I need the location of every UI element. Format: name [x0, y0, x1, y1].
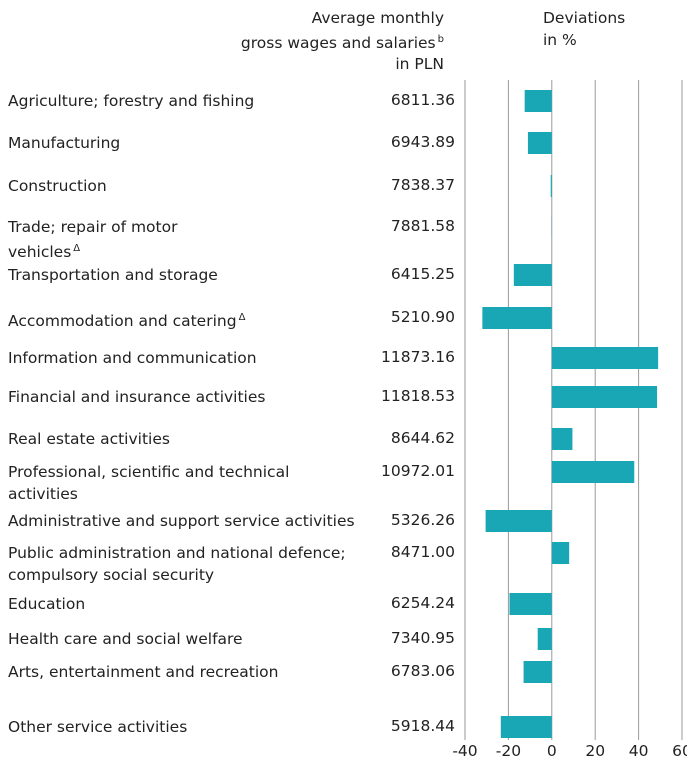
bar	[551, 461, 635, 483]
category-text: Administrative and support service activ…	[8, 512, 355, 530]
value-header: Deviations in %	[543, 9, 626, 49]
category-text: Agriculture; forestry and fishing	[8, 92, 255, 110]
bar	[537, 628, 552, 650]
bar	[551, 386, 658, 408]
wage-value: 11873.16	[381, 348, 455, 366]
column-header-text: Average monthly gross wages and salaries	[240, 9, 444, 52]
bar	[509, 593, 552, 615]
category-label: Health care and social welfare	[8, 628, 398, 650]
wage-value: 7340.95	[390, 629, 455, 647]
category-text: Arts, entertainment and recreation	[8, 663, 279, 681]
wage-value: 11818.53	[381, 387, 455, 405]
category-text: Transportation and storage	[8, 266, 218, 284]
x-tick-label: 0	[547, 742, 557, 760]
x-tick-label: -20	[496, 742, 521, 760]
footnote-mark: Δ	[73, 243, 81, 254]
category-text: Construction	[8, 177, 107, 195]
wage-value: 7838.37	[390, 176, 455, 194]
category-label: Agriculture; forestry and fishing	[8, 90, 398, 112]
x-tick-label: 60	[672, 742, 687, 760]
bar	[550, 175, 552, 197]
bar	[527, 132, 552, 154]
bar	[523, 661, 552, 683]
category-text: Education	[8, 595, 86, 613]
wage-value: 6415.25	[390, 265, 455, 283]
wage-value: 8644.62	[390, 429, 455, 447]
category-label: Professional, scientific and technical a…	[8, 461, 398, 505]
category-label: Transportation and storage	[8, 264, 398, 286]
bar	[551, 428, 573, 450]
wage-value: 8471.00	[390, 543, 455, 561]
category-label: Real estate activities	[8, 428, 398, 450]
category-text: Health care and social welfare	[8, 630, 243, 648]
category-label: Manufacturing	[8, 132, 398, 154]
category-text: Real estate activities	[8, 430, 170, 448]
bar	[551, 542, 570, 564]
x-tick-label: 40	[629, 742, 649, 760]
category-label: Public administration and national defen…	[8, 542, 398, 586]
category-label: Education	[8, 593, 398, 615]
bar	[524, 90, 552, 112]
category-label: Accommodation and catering Δ	[8, 307, 398, 332]
wage-value: 6783.06	[390, 662, 455, 680]
footnote-mark: Δ	[238, 312, 246, 323]
wage-value: 5326.26	[390, 511, 455, 529]
bar	[513, 264, 552, 286]
category-text: Trade; repair of motor vehicles	[8, 218, 178, 261]
wage-value: 10972.01	[381, 462, 455, 480]
category-label: Financial and insurance activities	[8, 386, 398, 408]
bar	[551, 347, 659, 369]
x-tick-label: -40	[452, 742, 477, 760]
wage-value: 6254.24	[390, 594, 455, 612]
category-label: Other service activities	[8, 716, 398, 738]
bar	[485, 510, 552, 532]
category-label: Trade; repair of motor vehicles Δ	[8, 216, 398, 263]
category-label: Arts, entertainment and recreation	[8, 661, 398, 683]
x-tick-label: 20	[585, 742, 605, 760]
category-text: Professional, scientific and technical a…	[8, 463, 290, 503]
footnote-mark: b	[437, 34, 444, 45]
wage-value: 5918.44	[390, 717, 455, 735]
column-unit: in PLN	[395, 55, 444, 73]
wage-value: 7881.58	[390, 217, 455, 235]
wage-value: 5210.90	[390, 308, 455, 326]
category-text: Accommodation and catering	[8, 312, 237, 330]
wage-value: 6943.89	[390, 133, 455, 151]
category-text: Information and communication	[8, 349, 257, 367]
column-header: Average monthly gross wages and salaries…	[180, 7, 444, 54]
category-label: Administrative and support service activ…	[8, 510, 398, 532]
category-text: Other service activities	[8, 718, 188, 736]
wage-value: 6811.36	[390, 91, 455, 109]
category-label: Information and communication	[8, 347, 398, 369]
category-label: Construction	[8, 175, 398, 197]
bar	[482, 307, 552, 329]
bar	[500, 716, 552, 738]
category-text: Public administration and national defen…	[8, 544, 346, 584]
category-text: Financial and insurance activities	[8, 388, 266, 406]
category-text: Manufacturing	[8, 134, 121, 152]
